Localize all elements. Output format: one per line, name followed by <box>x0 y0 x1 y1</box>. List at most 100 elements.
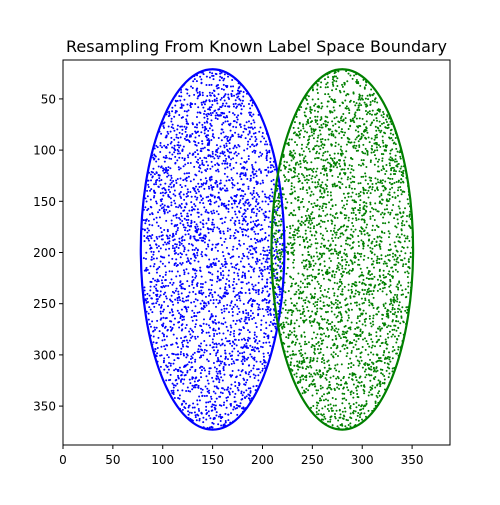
scatter-point <box>233 222 236 225</box>
scatter-point <box>171 392 174 395</box>
scatter-point <box>303 331 306 334</box>
scatter-point <box>307 179 310 182</box>
scatter-point <box>345 271 348 274</box>
scatter-point <box>161 282 164 285</box>
scatter-point <box>179 222 182 225</box>
scatter-point <box>213 406 216 409</box>
scatter-point <box>193 252 196 255</box>
scatter-point <box>247 201 250 204</box>
scatter-point <box>201 236 204 239</box>
scatter-point <box>204 177 207 180</box>
scatter-point <box>388 356 391 359</box>
scatter-point <box>198 164 201 167</box>
scatter-point <box>331 205 334 208</box>
scatter-point <box>284 291 287 294</box>
scatter-point <box>389 177 392 180</box>
scatter-point <box>216 113 219 116</box>
scatter-point <box>325 167 328 170</box>
scatter-point <box>242 303 245 306</box>
scatter-point <box>226 175 229 178</box>
scatter-point <box>149 173 152 176</box>
scatter-point <box>160 354 163 357</box>
scatter-point <box>321 220 324 223</box>
scatter-point <box>390 302 393 305</box>
scatter-point <box>168 234 171 237</box>
scatter-point <box>259 360 262 363</box>
scatter-point <box>210 124 213 127</box>
scatter-point <box>330 252 333 255</box>
scatter-point <box>245 342 248 345</box>
scatter-point <box>235 161 238 164</box>
scatter-point <box>251 287 254 290</box>
scatter-point <box>340 245 343 248</box>
scatter-point <box>219 413 222 416</box>
scatter-point <box>252 220 255 223</box>
scatter-point <box>187 162 190 165</box>
scatter-point <box>319 348 322 351</box>
scatter-point <box>193 311 196 314</box>
scatter-point <box>259 182 262 185</box>
scatter-point <box>208 127 211 130</box>
scatter-point <box>181 235 184 238</box>
scatter-point <box>389 280 392 283</box>
scatter-point <box>288 232 291 234</box>
scatter-point <box>194 130 197 133</box>
scatter-point <box>215 112 218 114</box>
scatter-point <box>261 275 264 278</box>
scatter-point <box>268 293 271 296</box>
scatter-point <box>194 386 197 389</box>
scatter-point <box>219 344 222 347</box>
scatter-point <box>317 134 320 137</box>
scatter-point <box>235 154 238 157</box>
scatter-point <box>280 218 283 221</box>
scatter-point <box>391 177 394 180</box>
scatter-point <box>200 348 203 351</box>
scatter-point <box>304 223 307 226</box>
scatter-point <box>157 211 160 214</box>
scatter-point <box>389 149 392 152</box>
scatter-point <box>375 335 378 338</box>
scatter-point <box>236 205 239 208</box>
scatter-point <box>153 195 156 198</box>
scatter-point <box>210 409 213 412</box>
scatter-point <box>319 289 322 292</box>
scatter-point <box>387 316 390 319</box>
scatter-point <box>387 258 390 261</box>
scatter-point <box>191 87 194 90</box>
scatter-point <box>148 294 151 297</box>
scatter-point <box>286 242 289 245</box>
scatter-point <box>180 215 183 218</box>
scatter-point <box>211 403 214 406</box>
scatter-point <box>205 84 208 87</box>
scatter-point <box>172 389 175 392</box>
scatter-point <box>200 307 203 310</box>
scatter-point <box>163 204 166 207</box>
scatter-point <box>252 207 255 210</box>
scatter-point <box>249 249 252 252</box>
scatter-point <box>369 388 372 391</box>
scatter-point <box>238 384 241 387</box>
scatter-point <box>243 337 246 340</box>
scatter-point <box>393 298 396 301</box>
scatter-point <box>230 300 233 303</box>
scatter-point <box>187 306 190 309</box>
scatter-point <box>244 339 247 342</box>
scatter-point <box>219 145 222 148</box>
scatter-point <box>223 423 226 426</box>
scatter-point <box>242 90 245 93</box>
scatter-point <box>238 97 241 100</box>
scatter-point <box>216 185 219 188</box>
scatter-point <box>333 329 336 332</box>
scatter-point <box>223 184 226 187</box>
scatter-point <box>194 416 197 419</box>
scatter-point <box>149 244 152 247</box>
scatter-point <box>364 84 367 87</box>
scatter-point <box>345 203 348 206</box>
scatter-point <box>369 124 372 127</box>
scatter-point <box>224 159 227 162</box>
scatter-point <box>231 178 234 181</box>
scatter-point <box>209 417 212 420</box>
scatter-point <box>322 152 325 155</box>
scatter-point <box>345 253 348 256</box>
scatter-point <box>194 268 197 271</box>
